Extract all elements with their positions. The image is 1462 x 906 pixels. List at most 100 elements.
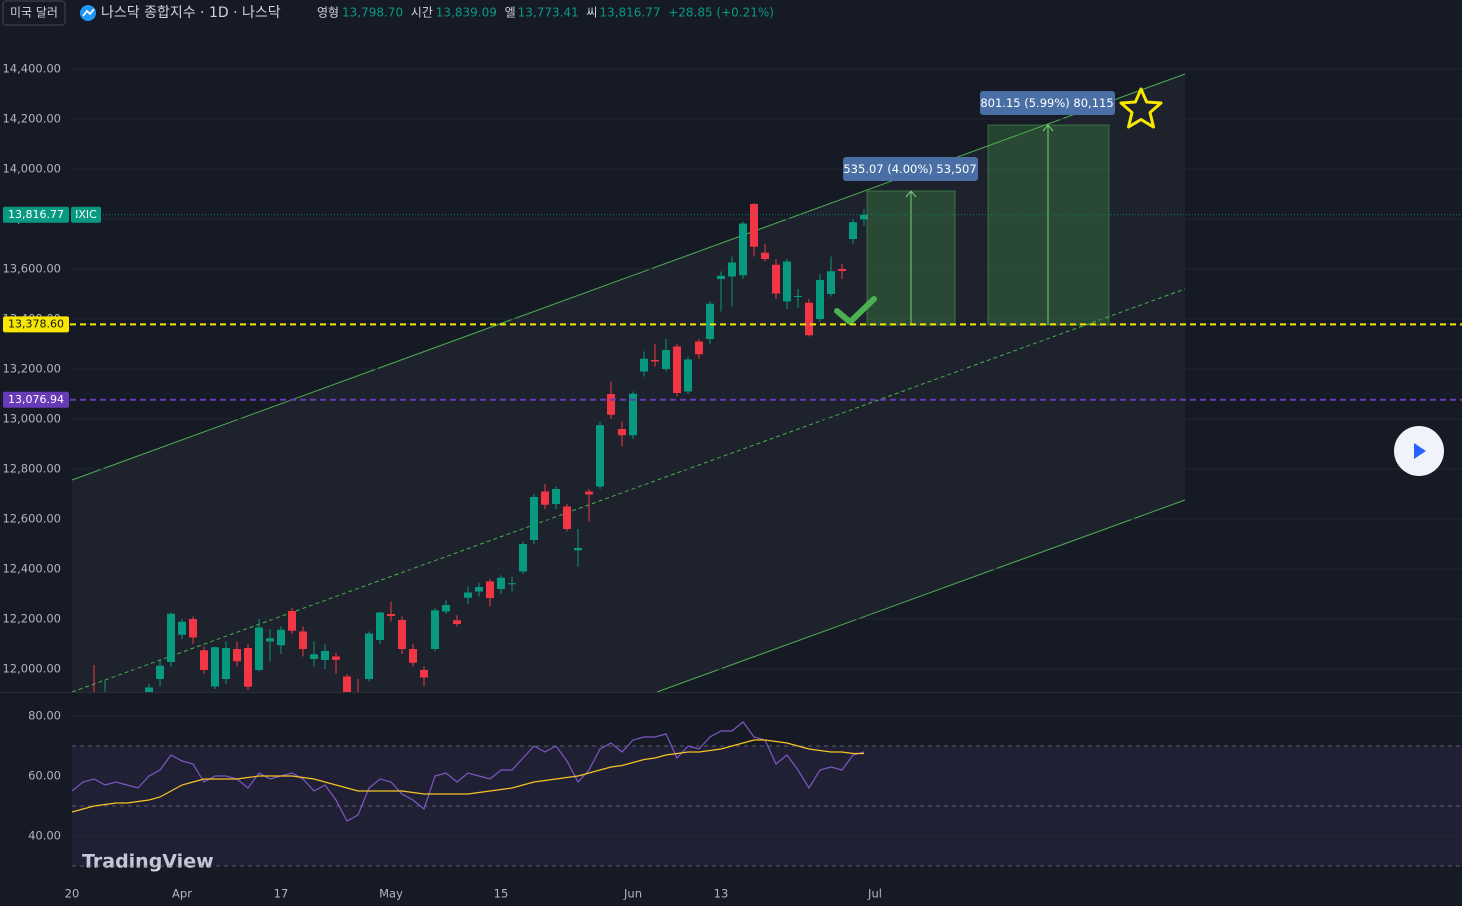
y-tick-label: 14,400.00 <box>2 62 61 76</box>
candle-body <box>541 491 549 505</box>
candle-body <box>156 665 164 679</box>
symbol: 나스닥 종합지수 · 1D · 나스닥 <box>101 5 281 21</box>
candle-body <box>717 275 725 279</box>
candle-body <box>376 612 384 640</box>
y-tick-label: 60.00 <box>28 769 61 783</box>
candle-body <box>486 581 494 598</box>
candle-body <box>838 269 846 271</box>
rsi-line <box>71 739 864 813</box>
candle-body <box>827 271 835 294</box>
candle-body <box>519 544 527 572</box>
candle-body <box>178 621 186 635</box>
candle-body <box>453 620 461 624</box>
channel-mid <box>71 288 1186 692</box>
arrow-head <box>905 190 917 198</box>
candle-body <box>684 359 692 392</box>
y-tick-label: 12,400.00 <box>2 562 61 576</box>
candle-body <box>596 425 604 487</box>
candle-body <box>563 506 571 529</box>
y-tick-label: 14,200.00 <box>2 112 61 126</box>
ohlc-change: +28.85 (+0.21%) <box>668 6 774 20</box>
currency-button[interactable] <box>2 0 66 26</box>
candle-body <box>420 670 428 678</box>
drawings: 535.07 (4.00%) 53,507 801.15 (5.99%) 80,… <box>70 87 1462 476</box>
candle-body <box>508 583 516 585</box>
candle-body <box>761 252 769 259</box>
candle-body <box>816 280 824 319</box>
candle-body <box>332 656 340 660</box>
ohlc-label: 영형 <box>317 6 339 20</box>
candle-body <box>387 614 395 616</box>
measure-label: 801.15 (5.99%) 80,115 <box>980 96 1113 110</box>
ohlc-value: 13,816.77 <box>599 6 660 20</box>
price-label: 13,816.77 <box>8 208 64 221</box>
candle-body <box>255 627 263 670</box>
x-tick-label: Jul <box>867 887 882 901</box>
candle-body <box>783 261 791 302</box>
y-tick-label: 14,000.00 <box>2 162 61 176</box>
candle-body <box>860 214 868 220</box>
candle-body <box>750 204 758 247</box>
y-tick-label: 80.00 <box>28 709 61 723</box>
x-tick-label: 13 <box>714 887 729 901</box>
candle-body <box>222 648 230 679</box>
candle-body <box>728 262 736 277</box>
candle-body <box>145 687 153 692</box>
star-icon <box>1119 87 1163 129</box>
candle-body <box>607 394 615 415</box>
price-label-bg <box>3 316 69 333</box>
measure-label-bg <box>980 91 1115 115</box>
measure-label: 535.07 (4.00%) 53,507 <box>843 162 976 176</box>
candle-body <box>618 429 626 436</box>
candle-body <box>651 360 659 362</box>
candle-body <box>167 613 175 662</box>
candle-body <box>706 303 714 339</box>
ohlc-label: 씨 <box>586 6 597 20</box>
x-tick-label: 17 <box>274 887 289 901</box>
candle-body <box>849 222 857 239</box>
candle-body <box>805 302 813 336</box>
price-pane <box>71 68 1462 692</box>
price-label-bg <box>3 206 69 223</box>
candle-body <box>739 223 747 276</box>
candle-body <box>475 587 483 592</box>
rsi-line <box>71 721 865 822</box>
candle-body <box>442 605 450 612</box>
y-tick-label: 13,600.00 <box>2 262 61 276</box>
currency: 미국 달러 <box>10 6 58 20</box>
candle-body <box>552 489 560 504</box>
measure-label-bg <box>843 157 978 181</box>
candle-body <box>530 497 538 540</box>
y-tick-label: 13,200.00 <box>2 362 61 376</box>
candle-body <box>365 633 373 679</box>
candle-body <box>321 651 329 660</box>
ohlc-value: 13,839.09 <box>436 6 497 20</box>
x-tick-label: 20 <box>65 887 80 901</box>
candle-body <box>200 650 208 670</box>
price-label-bg <box>3 391 69 408</box>
candle-body <box>574 548 582 551</box>
candle-body <box>310 654 318 659</box>
check-icon <box>834 296 877 325</box>
y-tick-label: 12,000.00 <box>2 662 61 676</box>
y-tick-label: 12,600.00 <box>2 512 61 526</box>
x-tick-label: May <box>379 887 403 901</box>
candle-body <box>277 629 285 646</box>
channel-lower <box>656 499 1186 692</box>
ohlc-label: 엘 <box>505 6 516 20</box>
candle-body <box>288 611 296 631</box>
symbol-icon-line <box>82 8 95 17</box>
watermark: TradingView <box>82 851 214 873</box>
candle-body <box>233 649 241 662</box>
candle-body <box>431 610 439 649</box>
y-tick-label: 13,000.00 <box>2 412 61 426</box>
candle-body <box>211 647 219 687</box>
candle-body <box>695 341 703 355</box>
candle-body <box>464 592 472 598</box>
candle-body <box>409 649 417 663</box>
ohlc-value: 13,798.70 <box>342 6 403 20</box>
x-tick-label: Jun <box>623 887 642 901</box>
candle-body <box>266 638 274 642</box>
